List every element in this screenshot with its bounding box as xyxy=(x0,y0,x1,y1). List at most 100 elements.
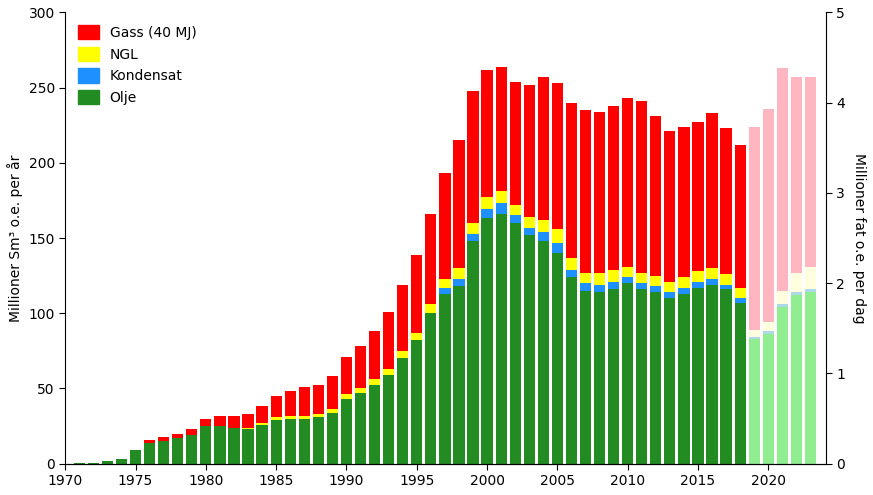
Bar xyxy=(594,285,605,292)
Bar xyxy=(496,192,506,203)
Bar xyxy=(552,229,563,243)
Bar xyxy=(678,127,690,277)
Bar xyxy=(777,291,788,304)
Bar xyxy=(439,294,450,464)
Bar xyxy=(271,420,282,464)
Bar xyxy=(791,295,802,464)
Bar xyxy=(299,387,310,415)
Bar xyxy=(102,461,113,464)
Bar xyxy=(664,282,676,292)
Bar xyxy=(763,322,773,331)
Bar xyxy=(664,131,676,282)
Bar xyxy=(580,291,591,464)
Bar xyxy=(481,209,492,218)
Bar xyxy=(130,450,141,464)
Bar xyxy=(510,223,521,464)
Bar xyxy=(706,113,718,268)
Bar xyxy=(580,273,591,283)
Bar xyxy=(327,376,338,409)
Bar xyxy=(552,243,563,253)
Bar xyxy=(777,304,788,307)
Bar xyxy=(636,289,648,464)
Bar xyxy=(243,428,254,429)
Bar xyxy=(496,67,506,192)
Bar xyxy=(566,257,577,270)
Bar xyxy=(383,369,395,375)
Bar xyxy=(439,173,450,279)
Bar xyxy=(158,437,169,441)
Bar xyxy=(734,145,746,288)
Bar xyxy=(622,277,633,283)
Bar xyxy=(763,331,773,334)
Bar xyxy=(411,333,423,340)
Bar xyxy=(257,406,268,423)
Bar xyxy=(327,409,338,412)
Bar xyxy=(664,292,676,298)
Bar xyxy=(271,417,282,420)
Bar xyxy=(214,426,225,464)
Bar xyxy=(692,271,704,282)
Bar xyxy=(678,277,690,288)
Bar xyxy=(243,414,254,428)
Bar xyxy=(467,241,478,464)
Bar xyxy=(313,386,324,414)
Bar xyxy=(692,282,704,288)
Bar xyxy=(481,198,492,209)
Bar xyxy=(144,440,155,443)
Bar xyxy=(229,428,239,464)
Bar xyxy=(411,254,423,333)
Bar xyxy=(524,235,535,464)
Bar xyxy=(229,415,239,428)
Bar xyxy=(397,351,409,358)
Bar xyxy=(186,429,197,435)
Bar xyxy=(453,279,464,286)
Bar xyxy=(720,128,732,274)
Bar xyxy=(552,253,563,464)
Bar xyxy=(706,279,718,285)
Bar xyxy=(383,312,395,369)
Bar xyxy=(172,438,183,464)
Bar xyxy=(340,395,352,399)
Bar xyxy=(580,283,591,291)
Bar xyxy=(608,289,619,464)
Bar xyxy=(439,288,450,294)
Bar xyxy=(777,68,788,291)
Bar xyxy=(285,392,296,415)
Bar xyxy=(397,285,409,351)
Bar xyxy=(538,220,549,232)
Bar xyxy=(594,273,605,285)
Bar xyxy=(566,270,577,277)
Bar xyxy=(608,270,619,282)
Bar xyxy=(734,303,746,464)
Bar xyxy=(706,268,718,279)
Bar xyxy=(748,337,760,339)
Bar xyxy=(88,463,99,464)
Bar xyxy=(313,414,324,417)
Bar xyxy=(510,215,521,223)
Bar xyxy=(144,443,155,464)
Bar xyxy=(369,331,381,379)
Bar xyxy=(720,289,732,464)
Bar xyxy=(706,285,718,464)
Bar xyxy=(720,285,732,289)
Bar xyxy=(791,77,802,273)
Bar xyxy=(200,426,211,464)
Bar xyxy=(467,234,478,241)
Bar xyxy=(285,418,296,464)
Bar xyxy=(510,82,521,205)
Bar xyxy=(481,218,492,464)
Bar xyxy=(481,70,492,198)
Bar xyxy=(524,217,535,228)
Bar xyxy=(425,304,436,313)
Bar xyxy=(200,418,211,426)
Bar xyxy=(425,313,436,464)
Bar xyxy=(566,277,577,464)
Bar xyxy=(805,77,816,267)
Bar xyxy=(467,223,478,234)
Bar xyxy=(186,435,197,464)
Bar xyxy=(496,203,506,214)
Bar xyxy=(214,415,225,426)
Bar xyxy=(524,228,535,235)
Bar xyxy=(580,110,591,273)
Legend: Gass (40 MJ), NGL, Kondensat, Olje: Gass (40 MJ), NGL, Kondensat, Olje xyxy=(72,19,202,110)
